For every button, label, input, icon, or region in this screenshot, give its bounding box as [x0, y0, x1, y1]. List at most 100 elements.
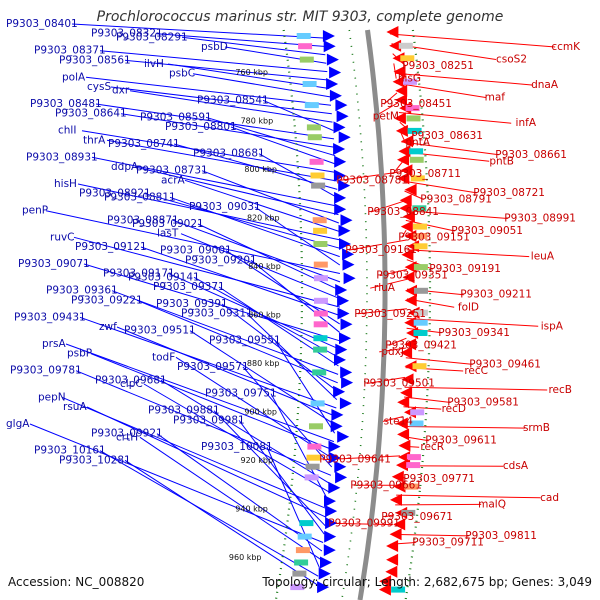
reverse-gene-arrow — [395, 84, 408, 97]
reverse-gene-arrow — [393, 480, 406, 493]
reverse-gene-arrow — [395, 94, 407, 106]
reverse-label-leader-line — [402, 426, 526, 429]
kbp-tick-label: 940 kbp — [235, 505, 268, 514]
kbp-tick-label: 780 kbp — [241, 117, 274, 126]
cog-color-block — [295, 547, 310, 554]
cog-color-block — [413, 309, 428, 316]
reverse-gene-label: P9303_08721 — [473, 187, 545, 199]
reverse-gene-label: ispA — [541, 320, 564, 332]
reverse-gene-arrow — [389, 39, 402, 52]
forward-gene-label: P9303_10161 — [34, 445, 106, 457]
kbp-tick-label: 880 kbp — [247, 359, 280, 368]
cog-color-block — [314, 275, 328, 282]
reverse-gene-label: P9303_09421 — [385, 339, 457, 351]
forward-gene-arrow — [340, 366, 353, 379]
forward-gene-label: zwf — [99, 321, 117, 333]
cog-color-block — [313, 335, 328, 342]
reverse-label-leader-line — [383, 92, 398, 105]
forward-label-leader-line — [29, 423, 324, 543]
forward-label-leader-line — [213, 410, 326, 527]
forward-gene-label: P9303_08371 — [34, 45, 106, 57]
forward-label-leader-line — [160, 379, 331, 485]
reverse-gene-label: pntA — [405, 136, 430, 148]
cog-color-block — [310, 400, 325, 407]
forward-label-leader-line — [139, 436, 321, 560]
forward-gene-label: P9303_08931 — [26, 151, 98, 163]
forward-gene-label: P9303_08401 — [6, 18, 78, 30]
cog-color-block — [294, 559, 309, 566]
cog-color-block — [314, 297, 328, 304]
forward-label-leader-line — [143, 383, 330, 493]
reverse-gene-arrow — [399, 194, 412, 207]
forward-gene-arrow — [334, 353, 346, 366]
cog-color-block — [405, 105, 420, 112]
forward-label-leader-line — [169, 196, 340, 258]
forward-label-leader-line — [193, 276, 340, 358]
reverse-gene-label: P9303_08841 — [367, 206, 439, 218]
reverse-gene-label: dnaA — [531, 79, 559, 91]
forward-label-leader-line — [274, 340, 336, 434]
reverse-gene-arrow — [389, 528, 402, 541]
reverse-gene-label: recD — [442, 403, 466, 415]
reverse-label-leader-line — [405, 219, 455, 232]
reverse-gene-label: P9303_08631 — [411, 130, 483, 142]
forward-label-leader-line — [95, 103, 335, 140]
forward-label-leader-line — [81, 130, 337, 173]
cog-color-block — [413, 319, 428, 326]
reverse-gene-label: recC — [464, 365, 488, 377]
forward-label-leader-line — [167, 63, 330, 89]
forward-gene-arrow — [341, 376, 354, 389]
forward-gene-label: P9303_08731 — [136, 165, 208, 177]
forward-gene-arrow — [338, 131, 351, 144]
forward-gene-arrow — [318, 567, 331, 580]
reverse-gene-arrow — [396, 459, 408, 472]
reverse-gene-arrow — [398, 145, 411, 158]
reverse-gene-arrow — [393, 112, 406, 125]
forward-gene-arrow — [325, 517, 338, 530]
reverse-gene-label: P9303_08991 — [504, 213, 576, 225]
kbp-tick-label: 820 kbp — [247, 214, 280, 223]
reverse-gene-arrow — [397, 153, 409, 166]
forward-gene-label: P9303_09031 — [189, 201, 261, 213]
cog-color-block — [304, 102, 319, 109]
cog-color-block — [292, 570, 307, 577]
forward-gene-arrow — [339, 332, 351, 345]
forward-gene-label: P9303_09141 — [128, 271, 200, 283]
forward-gene-arrow — [334, 203, 347, 216]
reverse-label-leader-line — [392, 161, 404, 175]
forward-gene-arrow — [322, 30, 335, 42]
reverse-gene-arrow — [393, 518, 406, 531]
forward-label-leader-line — [270, 393, 329, 501]
forward-gene-arrow — [342, 248, 355, 261]
reverse-gene-label: rluA — [374, 282, 396, 294]
cog-color-block — [313, 321, 328, 328]
forward-gene-arrow — [333, 169, 346, 182]
cog-color-block — [299, 56, 314, 63]
forward-label-leader-line — [99, 450, 319, 577]
forward-gene-label: P9303_08291 — [116, 31, 188, 43]
reverse-gene-label: infA — [516, 117, 537, 129]
forward-gene-label: thrA — [83, 134, 106, 146]
reverse-gene-label: P9303_09341 — [438, 327, 510, 339]
reverse-gene-arrow — [397, 172, 410, 185]
forward-gene-label: chlI — [58, 125, 76, 137]
reverse-gene-label: P9303_08661 — [495, 149, 567, 161]
forward-gene-label: P9303_09071 — [18, 258, 90, 270]
forward-gene-label: P9303_09361 — [46, 285, 118, 297]
forward-label-leader-line — [124, 459, 318, 586]
cog-color-block — [298, 43, 313, 50]
cog-color-block — [302, 81, 317, 87]
reverse-gene-label: P9303_09641 — [319, 454, 391, 466]
forward-label-leader-line — [85, 76, 332, 106]
reverse-gene-label: P9303_08711 — [389, 168, 461, 180]
cog-color-block — [409, 148, 424, 155]
reverse-gene-arrow — [402, 271, 415, 284]
forward-gene-arrow — [333, 121, 346, 134]
forward-label-leader-line — [181, 36, 326, 56]
kbp-tick-label: 800 kbp — [244, 165, 277, 174]
forward-gene-arrow — [342, 258, 355, 271]
forward-gene-arrow — [328, 451, 341, 464]
reverse-gene-arrow — [404, 183, 417, 196]
forward-gene-arrow — [326, 53, 339, 66]
reverse-gene-label: srmB — [523, 422, 550, 434]
